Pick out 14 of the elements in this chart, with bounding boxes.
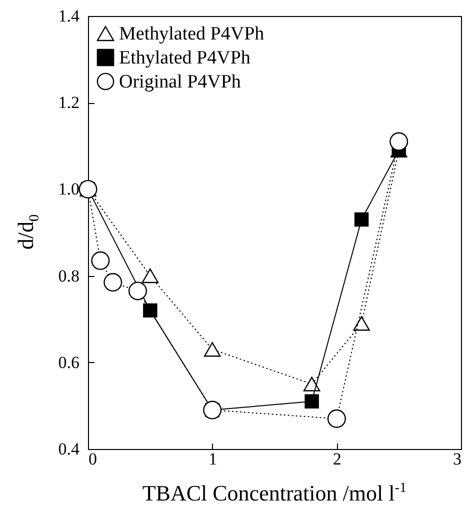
y-tick-label: 1.4 [58, 6, 80, 26]
legend-label: Original P4VPh [119, 72, 242, 92]
x-tick-label: 2 [332, 450, 342, 468]
legend-label: Ethylated P4VPh [119, 48, 251, 68]
x-axis-title: TBACl Concentration /mol l$^{-1}$ [141, 479, 408, 508]
legend-label: Methylated P4VPh [119, 24, 265, 44]
y-tick-label: 1.0 [58, 180, 80, 199]
x-tick-label: 3 [453, 450, 462, 468]
y-tick-label: 0.8 [58, 266, 80, 286]
x-tick-label: 0 [88, 450, 97, 468]
y-tick-label: 1.2 [58, 93, 80, 112]
y-tick-label: 0.6 [58, 352, 80, 372]
x-tick-label: 1 [208, 450, 218, 468]
y-tick-label: 0.4 [58, 440, 80, 458]
